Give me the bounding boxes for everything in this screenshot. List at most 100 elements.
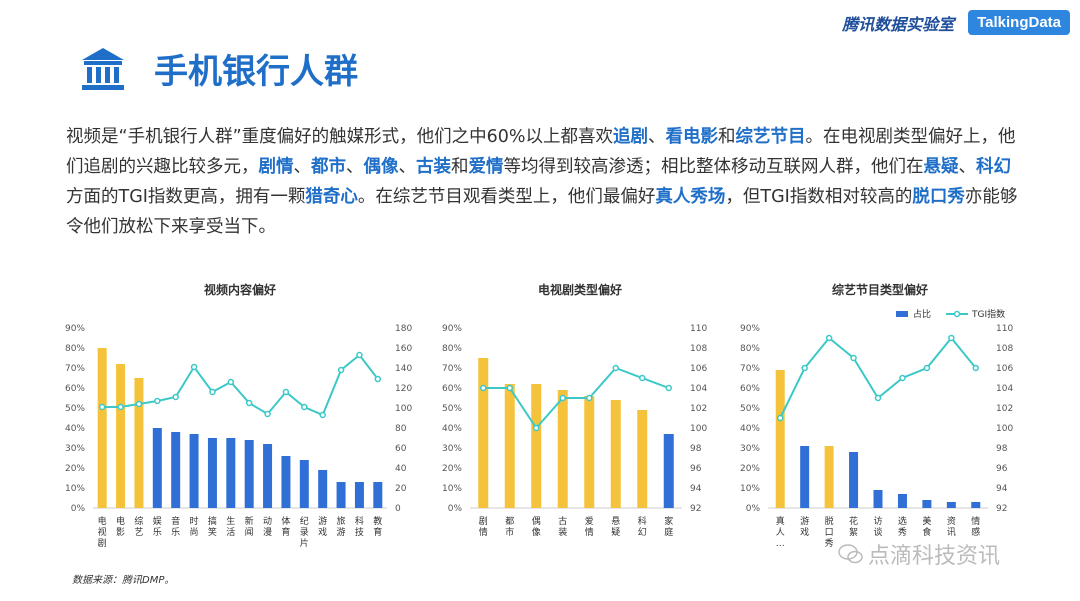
bar (610, 400, 621, 508)
y-right-tick-label: 94 (996, 484, 1008, 494)
y-right-tick-label: 140 (395, 364, 412, 374)
y-right-tick-label: 92 (690, 504, 701, 514)
y-right-tick-label: 110 (690, 324, 707, 334)
tgi-point (264, 410, 271, 418)
y-left-tick-label: 30% (65, 444, 85, 454)
chart-tv-genre-svg: 电视剧类型偏好 0% 10% 20% 30% 40% 50% 60% 70% 80% 90% 92 94… (442, 282, 707, 538)
y-left-tick-label: 80% (65, 344, 85, 354)
bar (922, 500, 932, 508)
y-right-tick-label: 106 (690, 364, 707, 374)
y-right-tick-label: 108 (690, 344, 707, 354)
paragraph-text: 方面的TGI指数更高，拥有一颗 (66, 187, 306, 207)
highlight-term: 古装 (416, 157, 451, 177)
y-left-tick-label: 70% (65, 364, 85, 374)
paragraph-text: 和 (718, 127, 736, 147)
y-left-tick-label: 0% (448, 504, 463, 514)
bar (504, 384, 515, 508)
y-left-tick-label: 10% (65, 484, 85, 494)
y-right-tick-label: 0 (395, 504, 401, 514)
bar (478, 358, 489, 508)
bar (318, 470, 328, 508)
bar (354, 482, 364, 508)
x-tick-label: 音乐 (171, 515, 180, 538)
paragraph-text: 视频是“手机银行人群”重度偏好的触媒形式，他们之中60%以上都喜欢 (66, 127, 614, 147)
tgi-line (483, 366, 670, 430)
watermark-text: 点滴科技资讯 (868, 544, 1001, 569)
y-left-tick-label: 20% (740, 464, 760, 474)
y-left-tick-label: 80% (442, 344, 462, 354)
bar (134, 378, 144, 508)
y-left-tick-label: 90% (65, 324, 85, 334)
highlight-term: 剧情 (258, 157, 294, 177)
chart-variety-genre: 综艺节目类型偏好 0% 10% 20% 30% 40% 50% 60% 70% 80% 90% 92 9… (730, 270, 1030, 570)
bar (873, 490, 883, 508)
y-right-tick-label: 104 (996, 384, 1013, 394)
bar (171, 432, 181, 508)
page-title: 手机银行人群 (154, 52, 358, 92)
tgi-point (117, 403, 124, 411)
chart-variety-genre-svg: 综艺节目类型偏好 0% 10% 20% 30% 40% 50% 60% 70% 80% 90% 92 9… (740, 282, 1013, 549)
x-tick-label: 美食 (922, 515, 931, 538)
x-tick-label: 搞笑 (208, 515, 217, 538)
legend-label: 占比 (913, 308, 931, 320)
tgi-point (899, 374, 906, 382)
y-left-tick-label: 90% (740, 324, 760, 334)
tgi-point (172, 393, 179, 401)
highlight-term: 脱口秀 (912, 187, 965, 207)
x-tick-label: 剧情 (479, 516, 488, 538)
tgi-point (559, 394, 566, 402)
x-tick-label: 古装 (558, 515, 567, 538)
highlight-term: 科幻 (976, 157, 1011, 177)
y-right-tick-label: 110 (996, 324, 1013, 334)
talkingdata-logo: TalkingData (968, 10, 1070, 35)
y-left-tick-label: 50% (442, 404, 462, 414)
y-left-tick-label: 80% (740, 344, 760, 354)
y-left-tick-label: 40% (740, 424, 760, 434)
y-left-tick-label: 70% (740, 364, 760, 374)
paragraph-text: 、 (346, 157, 364, 177)
x-tick-label: 科幻 (638, 515, 647, 538)
highlight-term: 都市 (311, 157, 346, 177)
y-left-tick-label: 90% (442, 324, 462, 334)
highlight-term: 猎奇心 (305, 187, 358, 207)
x-tick-label: 选秀 (898, 515, 907, 538)
bar (584, 396, 595, 508)
paragraph-text: 。在综艺节目观看类型上，他们最偏好 (357, 187, 656, 207)
tgi-point (245, 399, 253, 407)
chart-video-content: 视频内容偏好 0% 10% 20% 30% 40% 50% 60% 70% 80% 90% 0 20 40… (55, 270, 425, 570)
bar (971, 502, 981, 508)
tgi-point (801, 364, 808, 372)
tgi-point (227, 378, 235, 386)
x-tick-label: 游戏 (318, 515, 327, 538)
bar (336, 482, 346, 508)
x-tick-label: 花絮 (849, 515, 858, 538)
bar (531, 384, 542, 508)
y-left-tick-label: 60% (740, 384, 760, 394)
tgi-point (319, 411, 326, 419)
y-right-tick-label: 120 (395, 384, 412, 394)
tgi-point (612, 364, 619, 372)
y-right-tick-label: 94 (690, 484, 702, 494)
bar (897, 494, 907, 508)
tgi-point (972, 364, 980, 372)
y-right-tick-label: 40 (395, 464, 407, 474)
paragraph-text: 和 (451, 157, 469, 177)
tgi-point (301, 403, 308, 411)
brand-header: 腾讯数据实验室 TalkingData (842, 10, 1070, 35)
page-header: 手机银行人群 (80, 44, 358, 93)
chart-tv-genre: 电视剧类型偏好 0% 10% 20% 30% 40% 50% 60% 70% 80% 90% 92 94… (430, 270, 730, 570)
y-right-tick-label: 106 (996, 364, 1013, 374)
x-tick-label: 资讯 (947, 516, 956, 538)
paragraph-text: 等均得到较高渗透；相比整体移动互联网人群，他们在 (503, 157, 924, 177)
chart-title: 视频内容偏好 (204, 282, 276, 297)
tgi-point (923, 364, 931, 372)
x-tick-label: 动漫 (263, 516, 272, 538)
x-tick-label: 电影 (116, 515, 125, 538)
x-tick-label: 时尚 (190, 515, 199, 538)
y-left-tick-label: 30% (740, 444, 760, 454)
bar (97, 348, 107, 508)
tgi-point (282, 388, 290, 396)
x-tick-label: 情感 (971, 515, 980, 538)
y-right-tick-label: 108 (996, 344, 1013, 354)
tgi-point (850, 354, 857, 362)
